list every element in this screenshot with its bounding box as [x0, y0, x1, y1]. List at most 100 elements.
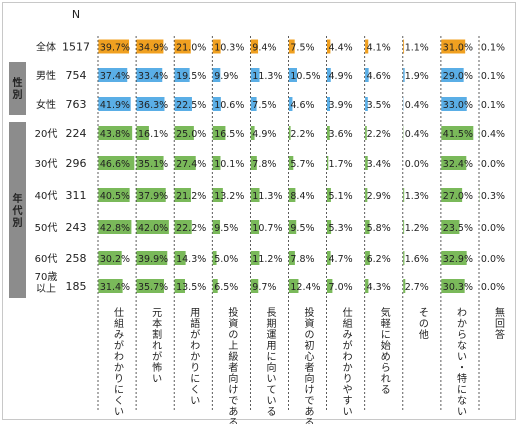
- bar: [403, 188, 405, 202]
- bar-value: 2.2%: [290, 129, 314, 140]
- bar-value: 0.0%: [405, 159, 429, 170]
- column-label-char: れ: [152, 340, 162, 352]
- bar-value: 35.1%: [138, 159, 168, 170]
- bar-value: 4.9%: [329, 71, 353, 82]
- bar-value: 7.8%: [252, 159, 276, 170]
- column-label-char: か: [343, 362, 353, 374]
- column-label-char: 向: [228, 372, 238, 385]
- bar-value: 4.7%: [329, 254, 353, 265]
- bar: [403, 279, 406, 293]
- bar: [136, 251, 168, 265]
- column-label-char: わ: [190, 340, 200, 352]
- column-label-char: い: [266, 396, 276, 407]
- bar: [288, 251, 295, 265]
- column-label-char: 心: [305, 351, 315, 363]
- column-label-char: が: [343, 339, 353, 352]
- bar: [174, 68, 190, 82]
- bar-value: 37.9%: [138, 191, 168, 202]
- row-n: 311: [66, 189, 87, 202]
- bar: [174, 220, 192, 234]
- column-label-char: な: [457, 395, 467, 407]
- bar-value: 22.5%: [176, 100, 206, 111]
- bar: [98, 188, 130, 202]
- bar-value: 31.4%: [100, 282, 130, 293]
- bar-value: 2.9%: [367, 191, 391, 202]
- row-label: 全体: [36, 41, 56, 54]
- bar: [98, 220, 132, 234]
- bar-value: 12.4%: [290, 282, 320, 293]
- column-label-char: あ: [228, 406, 238, 418]
- bar: [441, 156, 467, 170]
- bar-value: 37.4%: [100, 71, 130, 82]
- bar: [288, 39, 295, 54]
- bar-value: 7.5%: [290, 43, 314, 54]
- bar: [136, 220, 169, 234]
- column-label-char: 向: [266, 361, 276, 374]
- column-label-char: わ: [457, 307, 467, 319]
- bar: [174, 97, 192, 111]
- bar-value: 5.7%: [290, 159, 314, 170]
- column-label-char: 期: [266, 318, 276, 330]
- bar-value: 13.2%: [214, 191, 244, 202]
- bar-value: 10.5%: [290, 71, 320, 82]
- column-label-char: 資: [305, 318, 315, 330]
- column-label-char: 答: [495, 328, 505, 341]
- column-label-char: い: [457, 407, 467, 418]
- column-label-char: に: [457, 384, 467, 396]
- bar: [365, 68, 369, 82]
- bar-value: 0.0%: [481, 223, 505, 234]
- row-label: 女性: [36, 98, 56, 111]
- column-label-char: が: [114, 339, 124, 352]
- bar: [288, 68, 297, 82]
- column-label-char: 上: [228, 340, 238, 352]
- column-label-char: る: [381, 384, 391, 396]
- bar: [403, 68, 405, 82]
- bar-value: 2.7%: [405, 282, 429, 293]
- row-label: 20代: [35, 128, 58, 140]
- bar-value: 7.0%: [329, 282, 353, 293]
- column-label-char: か: [190, 351, 200, 363]
- bar: [212, 39, 221, 54]
- column-label-char: る: [266, 406, 276, 418]
- column-label-char: の: [419, 319, 429, 330]
- column-label-char: 割: [152, 328, 162, 341]
- column-label-char: や: [343, 384, 353, 396]
- bar: [441, 279, 465, 293]
- row-n: 224: [66, 127, 87, 140]
- bar-value: 6.2%: [367, 254, 391, 265]
- bar-value: 30.2%: [100, 254, 130, 265]
- column-label-char: 長: [266, 307, 276, 319]
- bar: [98, 279, 123, 293]
- bar-value: 9.5%: [290, 223, 314, 234]
- bar: [327, 39, 331, 54]
- bar: [174, 39, 191, 54]
- bar-value: 19.5%: [176, 71, 206, 82]
- bar-value: 27.0%: [443, 191, 473, 202]
- column-label-char: る: [305, 417, 315, 424]
- bar: [98, 97, 131, 111]
- column-label-char: 語: [190, 317, 200, 330]
- column-label-char: い: [152, 374, 162, 385]
- bar-value: 29.0%: [443, 71, 473, 82]
- bar-value: 46.6%: [100, 159, 130, 170]
- column-label-char: の: [305, 330, 315, 341]
- column-label-char: 他: [419, 328, 429, 341]
- bar-value: 41.9%: [100, 100, 130, 111]
- bar: [250, 156, 257, 170]
- bar: [403, 220, 405, 234]
- bar: [250, 251, 260, 265]
- bar-value: 11.3%: [252, 191, 282, 202]
- column-label-char: が: [152, 350, 162, 363]
- bar-value: 1.3%: [405, 191, 429, 202]
- bar-value: 13.5%: [176, 282, 206, 293]
- bar-value: 42.8%: [100, 223, 130, 234]
- bar-value: 4.6%: [367, 71, 391, 82]
- bar: [327, 220, 332, 234]
- bar-value: 16.1%: [138, 129, 168, 140]
- bar-value: 7.8%: [290, 254, 314, 265]
- column-label-char: く: [190, 385, 200, 396]
- bar: [365, 188, 368, 202]
- bar: [288, 97, 293, 111]
- column-label-char: 無: [495, 306, 505, 319]
- column-label-char: 元: [152, 308, 162, 319]
